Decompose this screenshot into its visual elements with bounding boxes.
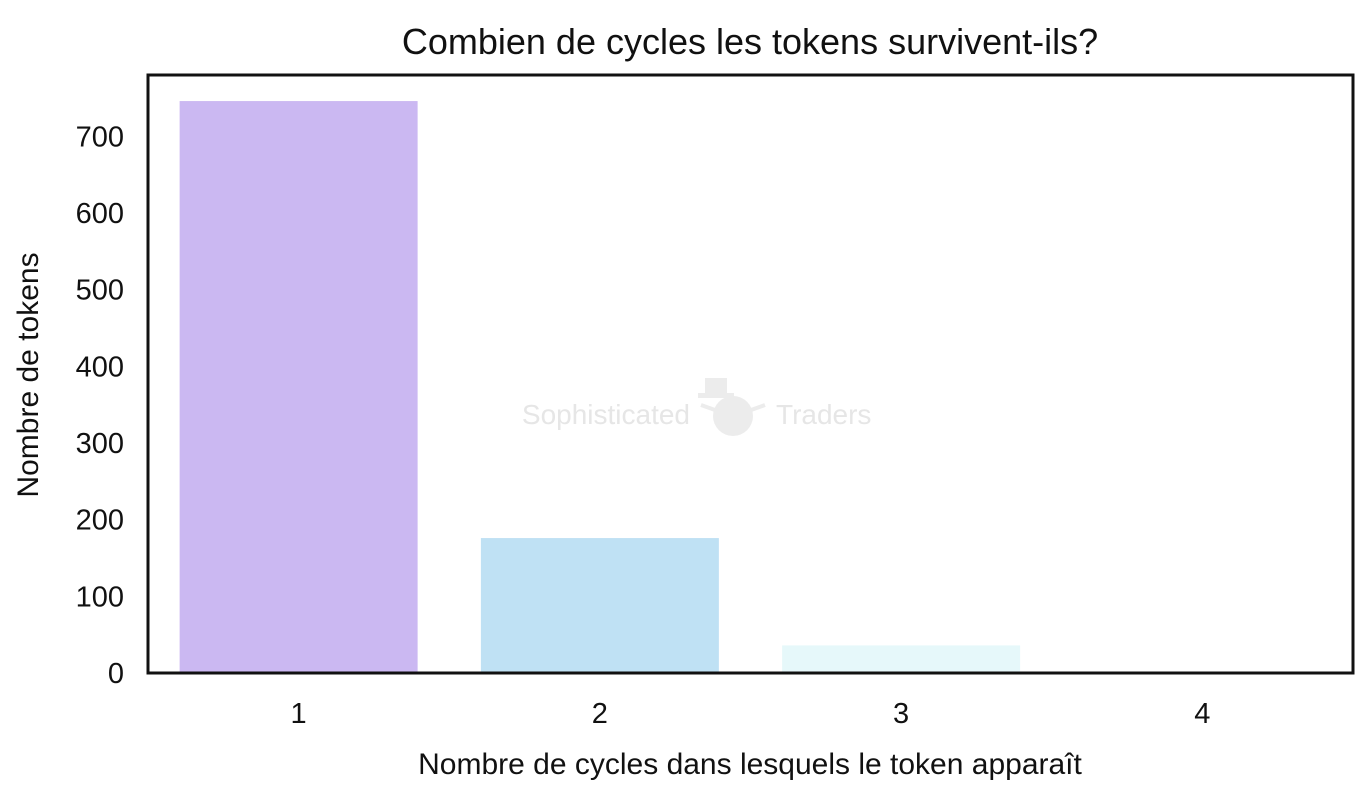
y-tick-label: 0: [108, 658, 124, 690]
watermark-left-text: Sophisticated: [522, 399, 690, 430]
bar-2: [480, 538, 719, 673]
y-axis-title: Nombre de tokens: [12, 252, 45, 497]
x-tick-label: 3: [893, 698, 909, 730]
y-tick-label: 600: [76, 198, 124, 230]
bar-3: [782, 645, 1021, 673]
plot-frame: [146, 73, 1355, 675]
x-tick-label: 1: [291, 698, 307, 730]
x-tick-label: 2: [592, 698, 608, 730]
x-axis-title: Nombre de cycles dans lesquels le token …: [418, 748, 1082, 781]
chart-title: Combien de cycles les tokens survivent-i…: [402, 21, 1098, 62]
watermark-right-text: Traders: [776, 399, 871, 430]
y-tick-label: 100: [76, 581, 124, 613]
y-tick-label: 300: [76, 428, 124, 460]
bar-1: [179, 101, 418, 674]
y-tick-label: 700: [76, 121, 124, 153]
y-axis-ticks: 0 100 200 300 400 500 600 700: [76, 121, 124, 690]
y-tick-label: 400: [76, 351, 124, 383]
snowman-top-hat-icon: [698, 378, 766, 436]
bars-group: [179, 101, 1322, 674]
watermark: Sophisticated Traders: [522, 378, 871, 436]
y-tick-label: 500: [76, 275, 124, 307]
x-tick-label: 4: [1194, 698, 1210, 730]
y-tick-label: 200: [76, 505, 124, 537]
x-axis-ticks: 1 2 3 4: [291, 698, 1211, 730]
